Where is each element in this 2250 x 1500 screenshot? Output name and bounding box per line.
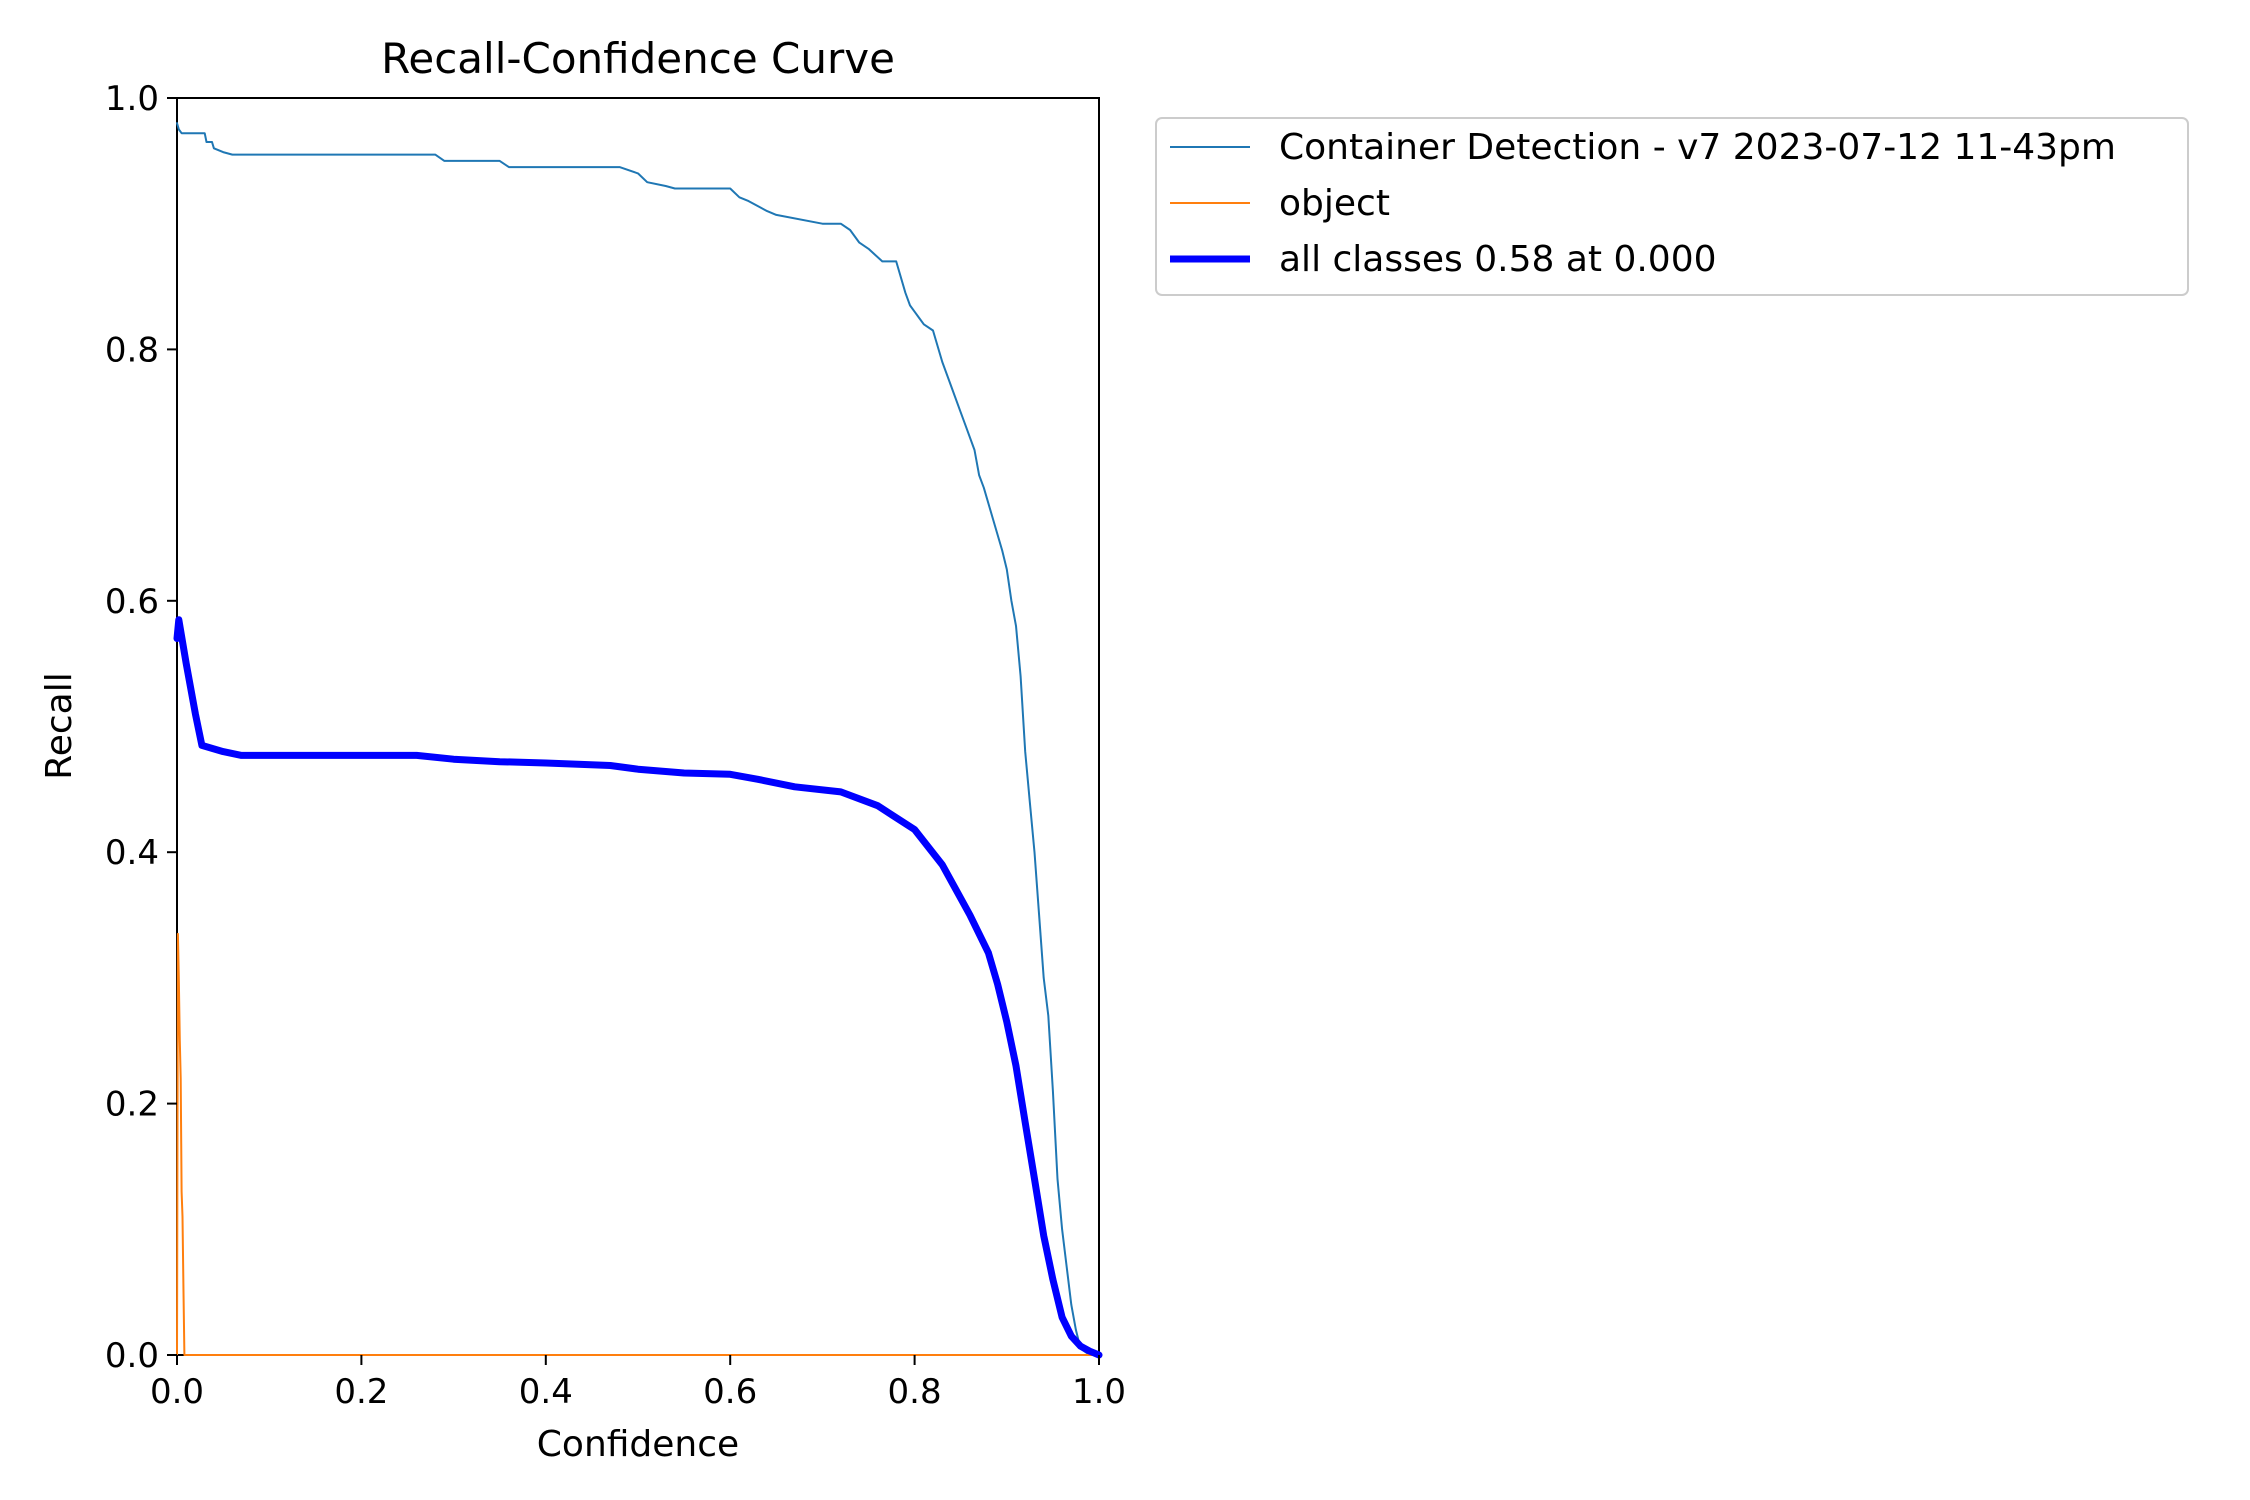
legend-items: Container Detection - v7 2023-07-12 11-4… (1170, 127, 2116, 280)
x-tick-label: 0.0 (150, 1372, 204, 1412)
y-tick-label: 0.2 (105, 1085, 159, 1125)
y-tick-label: 0.4 (105, 833, 159, 873)
plot-area (173, 97, 1103, 1359)
x-tick-label: 0.2 (334, 1372, 388, 1412)
x-tick-label: 0.8 (888, 1372, 942, 1412)
series-line-0 (176, 122, 1100, 1356)
x-axis-ticks: 0.0 0.2 0.4 0.6 0.8 1.0 (150, 1355, 1126, 1412)
y-tick-label: 0.0 (105, 1336, 159, 1376)
series-layer (173, 122, 1103, 1359)
legend-label-1: object (1279, 183, 1390, 224)
legend-label-2: all classes 0.58 at 0.000 (1279, 239, 1717, 280)
legend-label-0: Container Detection - v7 2023-07-12 11-4… (1279, 127, 2116, 168)
y-axis-label: Recall (39, 672, 80, 779)
chart-title: Recall-Confidence Curve (381, 34, 895, 83)
y-tick-label: 1.0 (105, 79, 159, 119)
y-tick-label: 0.8 (105, 330, 159, 370)
x-tick-label: 0.4 (519, 1372, 573, 1412)
legend-frame (1155, 117, 2189, 296)
x-tick-label: 1.0 (1072, 1372, 1126, 1412)
y-tick-label: 0.6 (105, 582, 159, 622)
series-line-2 (173, 616, 1103, 1359)
plot-frame (176, 97, 1100, 1356)
x-axis-label: Confidence (537, 1424, 739, 1465)
legend: Container Detection - v7 2023-07-12 11-4… (1155, 117, 2189, 296)
series-line-1 (176, 932, 1100, 1356)
x-tick-label: 0.6 (703, 1372, 757, 1412)
y-axis-ticks: 0.0 0.2 0.4 0.6 0.8 1.0 (105, 79, 177, 1376)
